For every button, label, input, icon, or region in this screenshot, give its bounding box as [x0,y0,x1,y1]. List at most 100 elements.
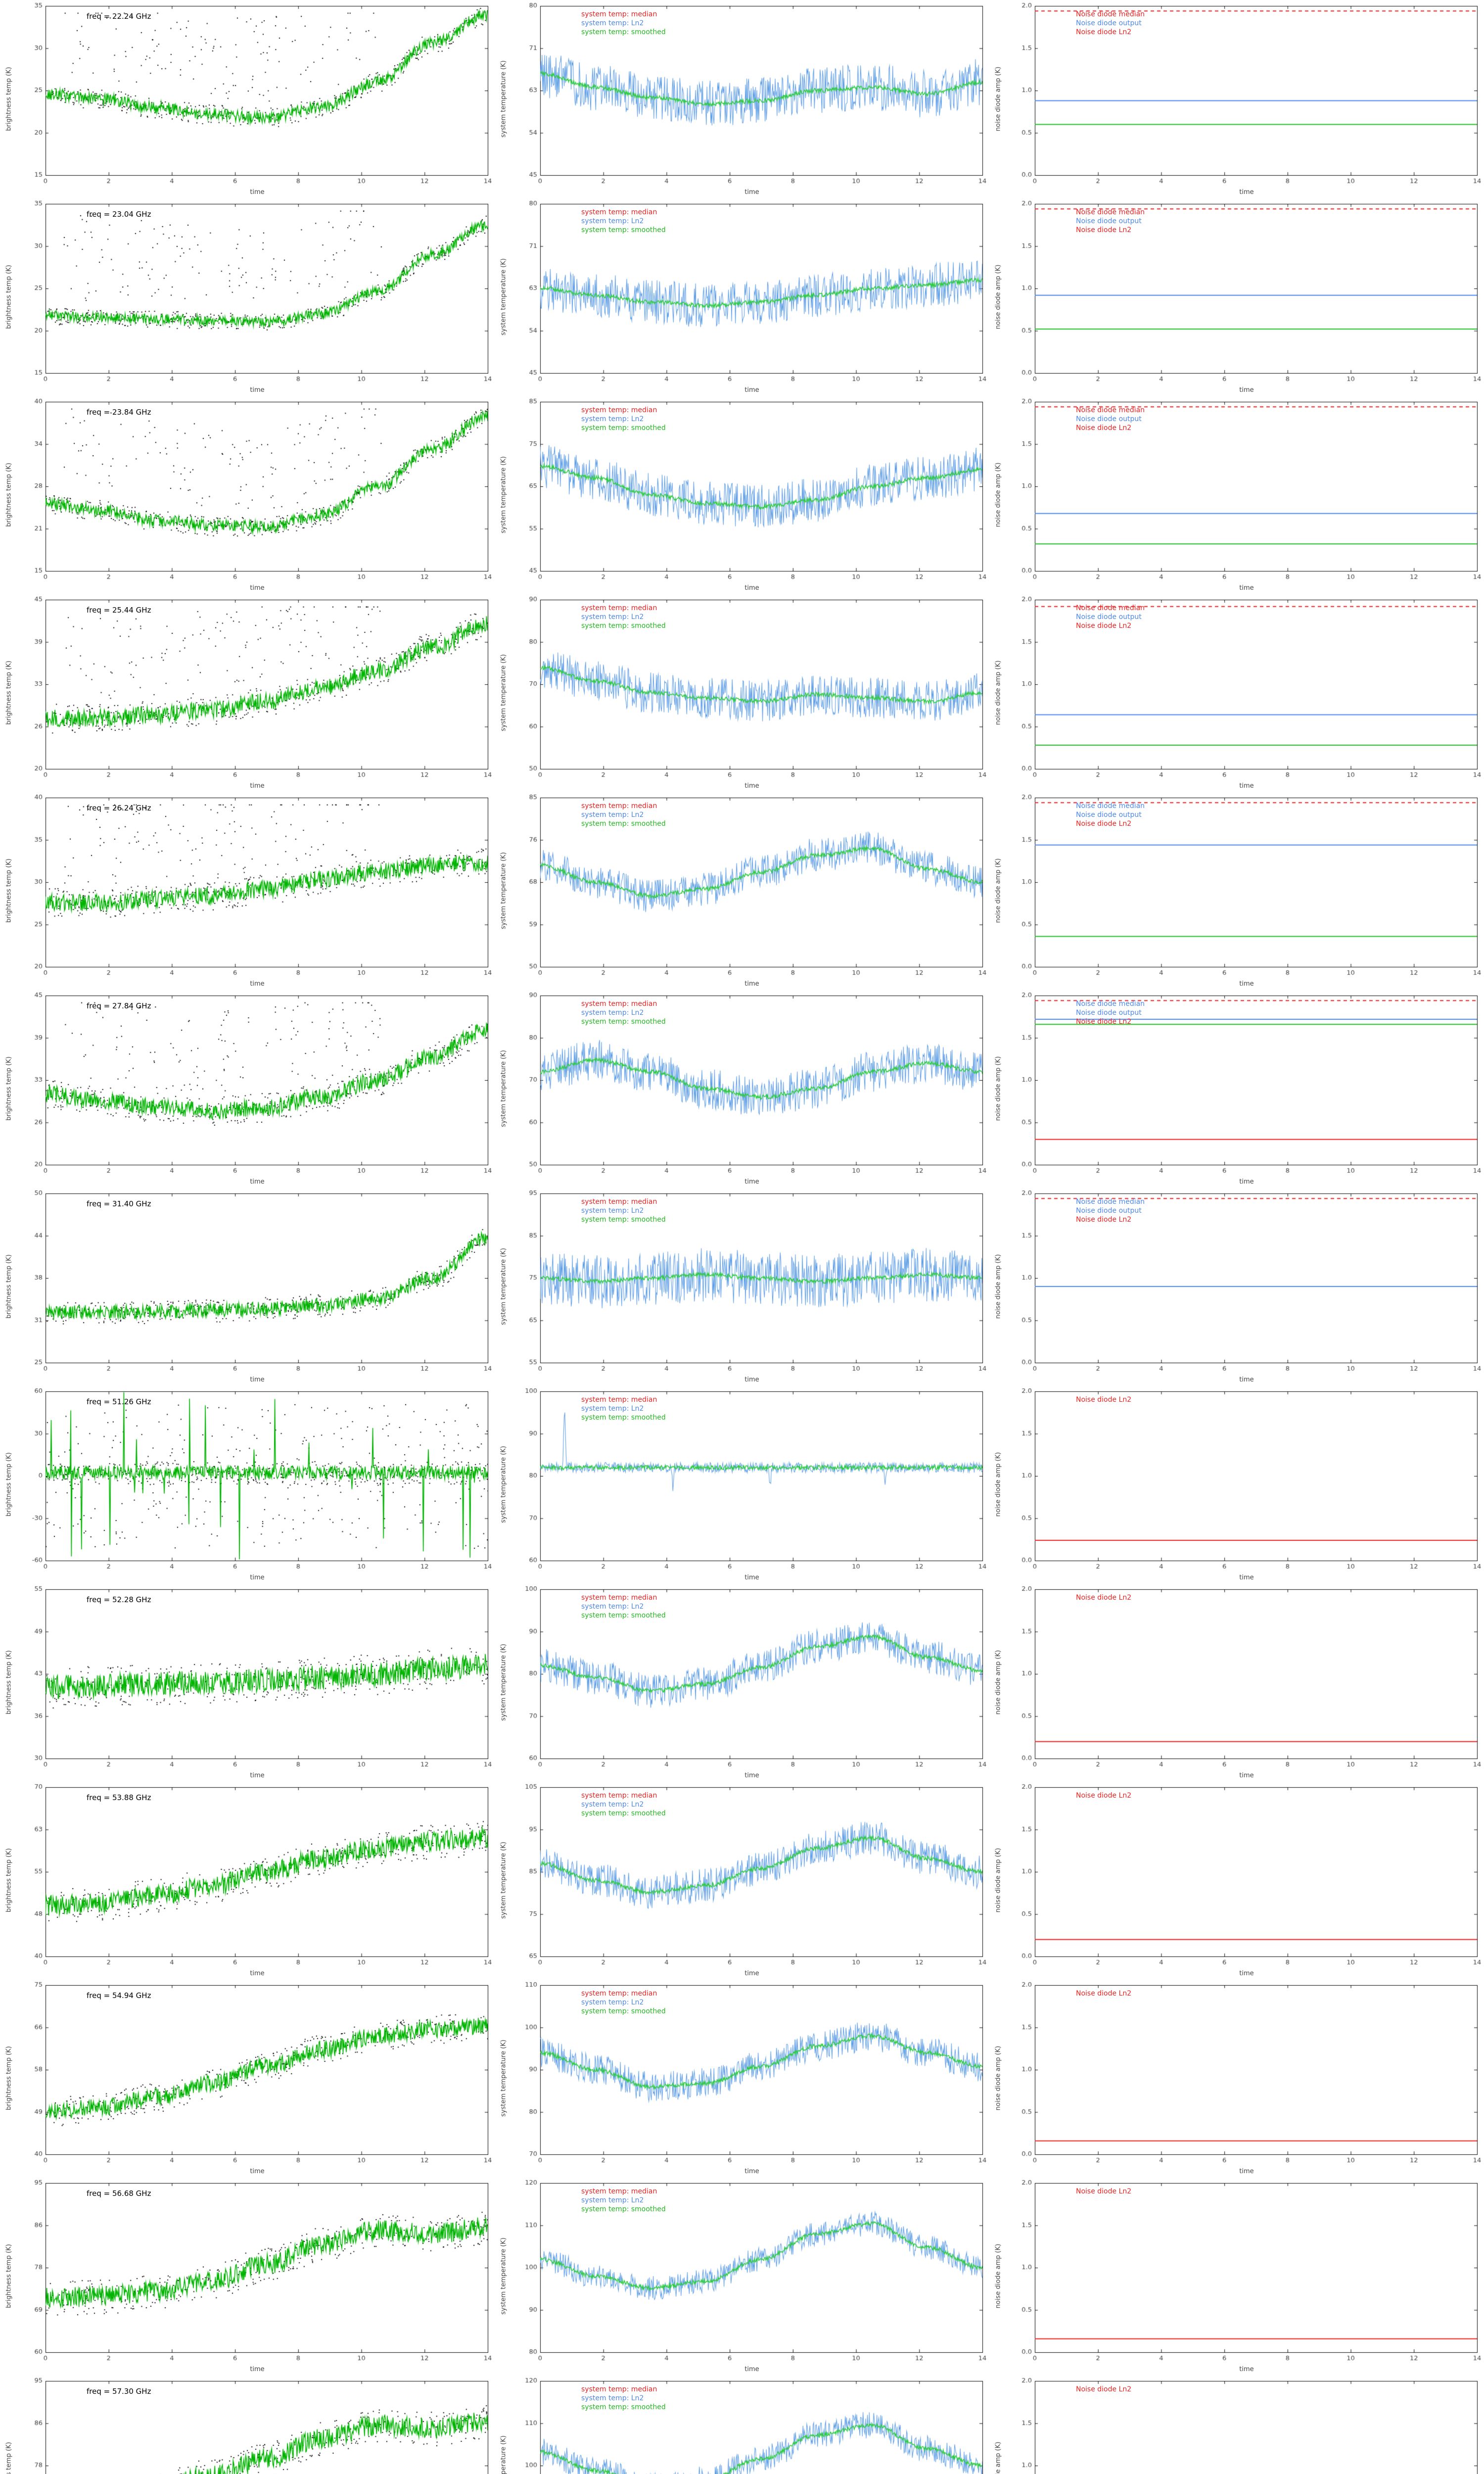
y-axis-label: brightness temp (K) [5,67,13,131]
x-axis-label: time [250,1376,265,1383]
legend-entry: system temp: Ln2 [581,2196,644,2205]
systemp-plot-canvas [495,990,989,1188]
legend-entry: Noise diode output [1076,415,1142,424]
y-axis-label: noise diode amp (K) [994,1056,1002,1121]
noisediode-panel: noise diode amp (K) time Noise diode med… [989,0,1484,198]
y-axis-label: system temperature (K) [500,2435,508,2474]
y-axis-label: system temperature (K) [500,1050,508,1127]
freq-label: freq = 51.26 GHz [87,1397,151,1406]
brightness-panel: brightness temp (K) time freq = 51.26 GH… [0,1385,495,1583]
y-axis-label: brightness temp (K) [5,2046,13,2110]
systemp-legend: system temp: median system temp: Ln2 syste… [581,999,666,1027]
x-axis-label: time [250,584,265,592]
brightness-plot-canvas [0,990,495,1188]
noisediode-panel: noise diode amp (K) time Noise diode med… [989,396,1484,594]
x-axis-label: time [1239,1376,1254,1383]
systemp-plot-canvas [495,594,989,792]
noisediode-legend: Noise diode Ln2 [1076,1791,1131,1800]
systemp-legend: system temp: median system temp: Ln2 syste… [581,604,666,631]
plot-row: brightness temp (K) time freq = 31.40 GH… [0,1188,1484,1385]
legend-entry: system temp: Ln2 [581,1207,644,1215]
x-axis-label: time [250,2366,265,2373]
brightness-panel: brightness temp (K) time freq = 25.44 GH… [0,594,495,792]
freq-label: freq = 52.28 GHz [87,1595,151,1604]
legend-entry: system temp: smoothed [581,28,666,37]
legend-entry: system temp: median [581,1198,657,1206]
systemp-panel: system temperature (K) time system temp:… [495,1188,989,1385]
legend-entry: system temp: Ln2 [581,415,644,424]
legend-entry: Noise diode Ln2 [1076,28,1132,37]
legend-entry: Noise diode output [1076,1207,1142,1215]
freq-label: freq = 25.44 GHz [87,606,151,615]
legend-entry: system temp: smoothed [581,2205,666,2214]
legend-entry: Noise diode Ln2 [1076,226,1132,235]
systemp-legend: system temp: median system temp: Ln2 syste… [581,1593,666,1620]
y-axis-label: noise diode amp (K) [994,858,1002,923]
y-axis-label: brightness temp (K) [5,1848,13,1912]
systemp-panel: system temperature (K) time system temp:… [495,1583,989,1781]
noisediode-panel: noise diode amp (K) time Noise diode Ln2 [989,1979,1484,2177]
noisediode-plot-canvas [989,198,1484,396]
y-axis-label: system temperature (K) [500,1446,508,1523]
x-axis-label: time [250,782,265,790]
brightness-panel: brightness temp (K) time freq = 23.84 GH… [0,396,495,594]
legend-entry: system temp: median [581,2385,657,2393]
systemp-plot-canvas [495,2375,989,2474]
y-axis-label: system temperature (K) [500,1842,508,1919]
x-axis-label: time [744,1178,759,1186]
noisediode-plot-canvas [989,0,1484,198]
brightness-panel: brightness temp (K) time freq = 57.30 GH… [0,2375,495,2474]
plot-row: brightness temp (K) time freq = 52.28 GH… [0,1583,1484,1781]
brightness-panel: brightness temp (K) time freq = 26.24 GH… [0,792,495,990]
systemp-plot-canvas [495,198,989,396]
legend-entry: system temp: smoothed [581,1018,666,1026]
x-axis-label: time [1239,189,1254,196]
legend-entry: Noise diode median [1076,10,1145,18]
legend-entry: system temp: median [581,406,657,414]
y-axis-label: brightness temp (K) [5,2244,13,2308]
legend-entry: system temp: Ln2 [581,1801,644,1809]
plot-row: brightness temp (K) time freq = 57.30 GH… [0,2375,1484,2474]
systemp-legend: system temp: median system temp: Ln2 syste… [581,802,666,829]
x-axis-label: time [250,1574,265,1581]
legend-entry: system temp: smoothed [581,1612,666,1620]
legend-entry: system temp: Ln2 [581,811,644,819]
y-axis-label: noise diode amp (K) [994,1848,1002,1913]
x-axis-label: time [1239,2168,1254,2175]
systemp-legend: system temp: median system temp: Ln2 syste… [581,1989,666,2016]
noisediode-legend: Noise diode Ln2 [1076,2385,1131,2394]
brightness-plot-canvas [0,1781,495,1979]
x-axis-label: time [1239,1970,1254,1977]
noisediode-panel: noise diode amp (K) time Noise diode med… [989,1188,1484,1385]
systemp-plot-canvas [495,1188,989,1385]
legend-entry: Noise diode median [1076,1198,1145,1206]
noisediode-legend: Noise diode Ln2 [1076,1395,1131,1404]
systemp-plot-canvas [495,396,989,594]
legend-entry: system temp: Ln2 [581,217,644,226]
noisediode-panel: noise diode amp (K) time Noise diode Ln2 [989,1583,1484,1781]
systemp-plot-canvas [495,2177,989,2375]
legend-entry: system temp: smoothed [581,1414,666,1422]
legend-entry: system temp: median [581,1792,657,1800]
brightness-plot-canvas [0,594,495,792]
legend-entry: Noise diode median [1076,1000,1145,1008]
y-axis-label: system temperature (K) [500,1248,508,1325]
y-axis-label: noise diode amp (K) [994,2441,1002,2474]
legend-entry: system temp: Ln2 [581,19,644,28]
x-axis-label: time [744,1574,759,1581]
noisediode-plot-canvas [989,396,1484,594]
noisediode-plot-canvas [989,1188,1484,1385]
x-axis-label: time [1239,1772,1254,1779]
freq-label: freq = 56.68 GHz [87,2189,151,2198]
x-axis-label: time [250,1970,265,1977]
systemp-panel: system temperature (K) time system temp:… [495,594,989,792]
x-axis-label: time [1239,2366,1254,2373]
y-axis-label: noise diode amp (K) [994,66,1002,132]
legend-entry: system temp: median [581,208,657,216]
legend-entry: Noise diode Ln2 [1076,1792,1132,1800]
systemp-panel: system temperature (K) time system temp:… [495,1979,989,2177]
legend-entry: system temp: smoothed [581,226,666,235]
systemp-legend: system temp: median system temp: Ln2 syste… [581,1791,666,1818]
systemp-plot-canvas [495,1385,989,1583]
noisediode-panel: noise diode amp (K) time Noise diode Ln2 [989,2375,1484,2474]
